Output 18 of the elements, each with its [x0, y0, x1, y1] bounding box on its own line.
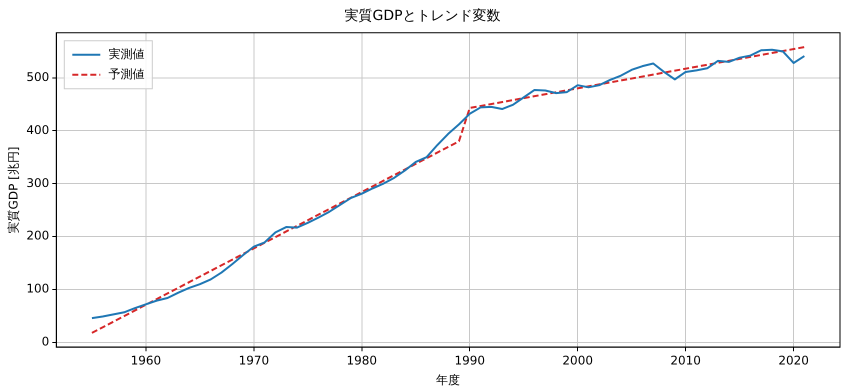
x-tick-label: 1960	[130, 354, 162, 368]
x-tick-label: 1980	[346, 354, 378, 368]
x-tick-label: 1990	[454, 354, 486, 368]
y-tick-label: 200	[26, 228, 50, 243]
y-axis-title: 実質GDP [兆円]	[6, 146, 20, 234]
y-tick-label: 500	[26, 70, 50, 84]
y-tick-label: 400	[26, 122, 50, 137]
y-tick-label: 300	[26, 176, 50, 190]
y-tick-label: 0	[42, 334, 50, 349]
x-tick-label: 2010	[670, 354, 701, 368]
y-tick-label: 100	[26, 282, 50, 296]
x-tick-label: 2000	[562, 354, 593, 368]
legend-label: 実測値	[108, 46, 144, 61]
legend-label: 予測値	[108, 66, 144, 81]
x-tick-label: 1970	[238, 354, 270, 368]
x-tick-label: 2020	[778, 354, 809, 368]
chart-title: 実質GDPとトレンド変数	[344, 8, 501, 24]
x-axis-title: 年度	[436, 372, 460, 387]
